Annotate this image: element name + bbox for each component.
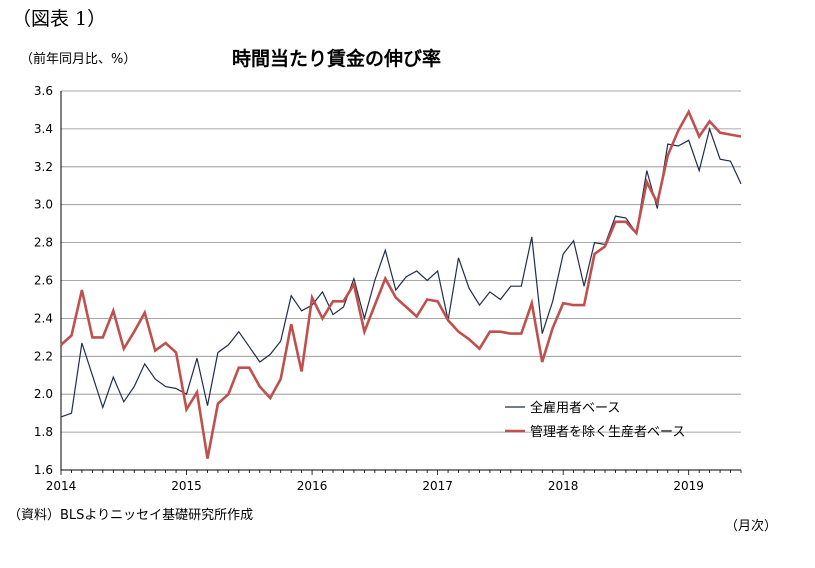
x-axis-unit-label: （月次） [725, 519, 778, 534]
y-tick-label: 3.0 [34, 198, 53, 212]
y-tick-label: 2.8 [34, 236, 53, 250]
y-tick-label: 3.4 [34, 122, 53, 136]
x-tick-label: 2019 [673, 479, 704, 493]
y-axis-ticks: 1.6 1.8 2.0 2.2 2.4 2.6 2.8 3.0 3.2 3.4 3.6 [34, 84, 53, 477]
gridlines [61, 90, 741, 433]
series-line-production-workers [60, 108, 742, 459]
legend-label-all-employees: 全雇用者ベース [530, 400, 620, 416]
y-tick-label: 2.4 [34, 311, 53, 325]
chart-title: 時間当たり賃金の伸び率 [232, 48, 442, 70]
y-tick-label: 3.2 [34, 160, 53, 174]
y-tick-label: 1.6 [34, 463, 53, 477]
x-tick-label: 2018 [548, 479, 579, 493]
x-tick-label: 2015 [171, 479, 202, 493]
x-tick-label: 2016 [297, 479, 328, 493]
figure-label: （図表 1） [12, 8, 107, 30]
y-axis-unit-label: （前年同月比、%） [20, 52, 137, 67]
legend-label-production-workers: 管理者を除く生産者ベース [530, 424, 685, 440]
source-note: （資料）BLSよりニッセイ基礎研究所作成 [8, 508, 254, 523]
legend: 全雇用者ベース 管理者を除く生産者ベース [505, 400, 685, 440]
y-tick-label: 2.0 [34, 387, 53, 401]
series-line-all-employees [60, 126, 742, 418]
y-tick-label: 3.6 [34, 84, 53, 98]
x-tick-label: 2017 [422, 479, 453, 493]
y-tick-label: 2.2 [34, 349, 53, 363]
x-axis-ticks: 2014 2015 2016 2017 2018 2019 [46, 470, 742, 493]
x-tick-label: 2014 [46, 479, 77, 493]
y-tick-label: 2.6 [34, 274, 53, 288]
y-tick-label: 1.8 [34, 425, 53, 439]
